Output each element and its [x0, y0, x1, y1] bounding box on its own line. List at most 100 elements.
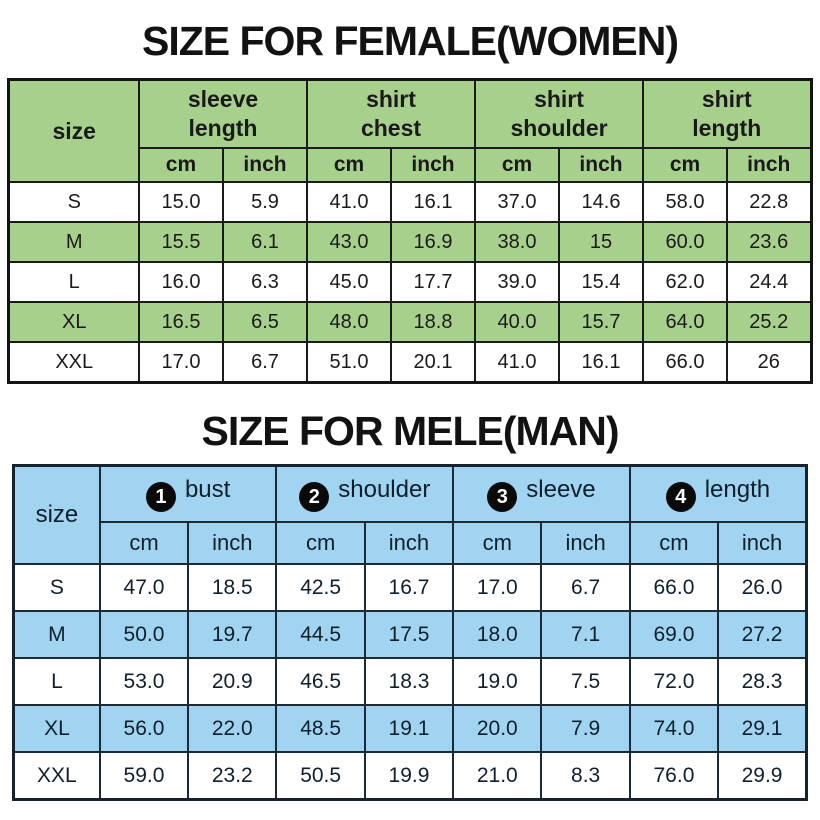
value-cell: 26 — [726, 341, 812, 384]
value-cell: 58.0 — [642, 181, 728, 223]
unit-cell-inch: inch — [540, 521, 631, 565]
value-cell: 50.0 — [98, 610, 190, 659]
value-cell: 20.0 — [452, 704, 543, 753]
value-cell: 69.0 — [628, 610, 720, 659]
male-group-bust: 1 bust — [98, 464, 278, 523]
value-cell: 19.9 — [363, 751, 455, 801]
size-cell: S — [12, 563, 101, 612]
male-row-xxl: XXL 59.0 23.2 50.5 19.9 21.0 8.3 76.0 29… — [12, 751, 808, 801]
unit-cell-inch: inch — [221, 147, 309, 183]
value-cell: 15.7 — [558, 301, 644, 343]
value-cell: 60.0 — [642, 221, 728, 263]
male-size-header-cell: size — [12, 464, 101, 565]
value-cell: 66.0 — [642, 341, 728, 384]
value-cell: 18.3 — [363, 657, 455, 706]
value-cell: 17.7 — [390, 261, 476, 303]
value-cell: 41.0 — [306, 181, 392, 223]
value-cell: 22.8 — [726, 181, 812, 223]
value-cell: 45.0 — [306, 261, 392, 303]
male-group-sleeve: 3 sleeve — [452, 464, 631, 523]
number-1-icon: 1 — [145, 482, 176, 512]
value-cell: 16.0 — [137, 261, 224, 303]
value-cell: 15.4 — [558, 261, 644, 303]
value-cell: 23.6 — [726, 221, 812, 263]
value-cell: 14.6 — [558, 181, 644, 223]
value-cell: 6.7 — [540, 563, 631, 612]
group-label-line: chest — [360, 115, 422, 141]
number-2-icon: 2 — [299, 482, 330, 512]
unit-cell-cm: cm — [642, 147, 728, 183]
female-row-xxl: XXL 17.0 6.7 51.0 20.1 41.0 16.1 66.0 26 — [7, 341, 812, 384]
value-cell: 53.0 — [98, 657, 190, 706]
unit-cell-cm: cm — [306, 147, 392, 183]
value-cell: 15 — [558, 221, 644, 263]
group-label-line: shirt — [366, 86, 416, 113]
value-cell: 43.0 — [306, 221, 392, 263]
group-label-line: shoulder — [510, 115, 608, 141]
value-cell: 38.0 — [474, 221, 560, 263]
group-label-line: shirt — [701, 86, 752, 113]
value-cell: 50.5 — [275, 751, 366, 801]
unit-cell-cm: cm — [275, 521, 366, 565]
value-cell: 66.0 — [628, 563, 720, 612]
male-header-row: size 1 bust 2 shoulder 3 sleeve 4 length — [12, 464, 808, 565]
value-cell: 27.2 — [717, 610, 808, 659]
value-cell: 29.1 — [717, 704, 808, 753]
female-group-shirt-chest: shirt chest — [306, 78, 476, 149]
unit-cell-cm: cm — [137, 147, 224, 183]
value-cell: 59.0 — [98, 751, 190, 801]
value-cell: 19.0 — [452, 657, 543, 706]
value-cell: 21.0 — [452, 751, 543, 801]
size-cell: M — [7, 221, 140, 263]
male-row-m: M 50.0 19.7 44.5 17.5 18.0 7.1 69.0 27.2 — [12, 610, 808, 659]
value-cell: 29.9 — [717, 751, 808, 801]
male-table-title: SIZE FOR MELE(MAN) — [201, 408, 619, 454]
value-cell: 15.5 — [137, 221, 224, 263]
value-cell: 24.4 — [726, 261, 812, 303]
value-cell: 16.1 — [558, 341, 644, 384]
female-row-m: M 15.5 6.1 43.0 16.9 38.0 15 60.0 23.6 — [7, 221, 812, 263]
female-size-table: size sleeve length shirt chest shirt should… — [7, 78, 813, 384]
female-group-shirt-length: shirt length — [642, 78, 812, 149]
value-cell: 15.0 — [137, 181, 224, 223]
value-cell: 17.0 — [137, 341, 224, 384]
unit-cell-inch: inch — [187, 521, 278, 565]
value-cell: 16.5 — [137, 301, 224, 343]
unit-cell-cm: cm — [474, 147, 560, 183]
value-cell: 6.7 — [221, 341, 309, 384]
male-row-xl: XL 56.0 22.0 48.5 19.1 20.0 7.9 74.0 29.… — [12, 704, 808, 753]
female-header-row: size sleeve length shirt chest shirt should… — [7, 78, 812, 183]
value-cell: 7.1 — [540, 610, 631, 659]
value-cell: 25.2 — [726, 301, 812, 343]
unit-cell-cm: cm — [628, 521, 720, 565]
value-cell: 39.0 — [474, 261, 560, 303]
size-cell: S — [7, 181, 140, 223]
value-cell: 46.5 — [275, 657, 366, 706]
value-cell: 6.5 — [221, 301, 309, 343]
value-cell: 48.5 — [275, 704, 366, 753]
value-cell: 8.3 — [540, 751, 631, 801]
value-cell: 16.1 — [390, 181, 476, 223]
male-size-table: size 1 bust 2 shoulder 3 sleeve 4 length cm … — [12, 464, 808, 801]
unit-cell-cm: cm — [98, 521, 190, 565]
value-cell: 18.8 — [390, 301, 476, 343]
value-cell: 7.9 — [540, 704, 631, 753]
male-unit-row: cm inch cm inch cm inch cm inch — [14, 521, 808, 565]
group-label: bust — [184, 476, 231, 503]
value-cell: 62.0 — [642, 261, 728, 303]
unit-cell-inch: inch — [390, 147, 476, 183]
value-cell: 74.0 — [628, 704, 720, 753]
unit-cell-inch: inch — [558, 147, 644, 183]
value-cell: 6.1 — [221, 221, 309, 263]
value-cell: 37.0 — [474, 181, 560, 223]
unit-cell-inch: inch — [717, 521, 808, 565]
male-group-shoulder: 2 shoulder — [275, 464, 455, 523]
group-label: sleeve — [526, 476, 596, 503]
value-cell: 20.1 — [390, 341, 476, 384]
unit-cell-inch: inch — [363, 521, 455, 565]
value-cell: 20.9 — [187, 657, 278, 706]
value-cell: 23.2 — [187, 751, 278, 801]
value-cell: 42.5 — [275, 563, 366, 612]
female-row-s: S 15.0 5.9 41.0 16.1 37.0 14.6 58.0 22.8 — [7, 181, 812, 223]
